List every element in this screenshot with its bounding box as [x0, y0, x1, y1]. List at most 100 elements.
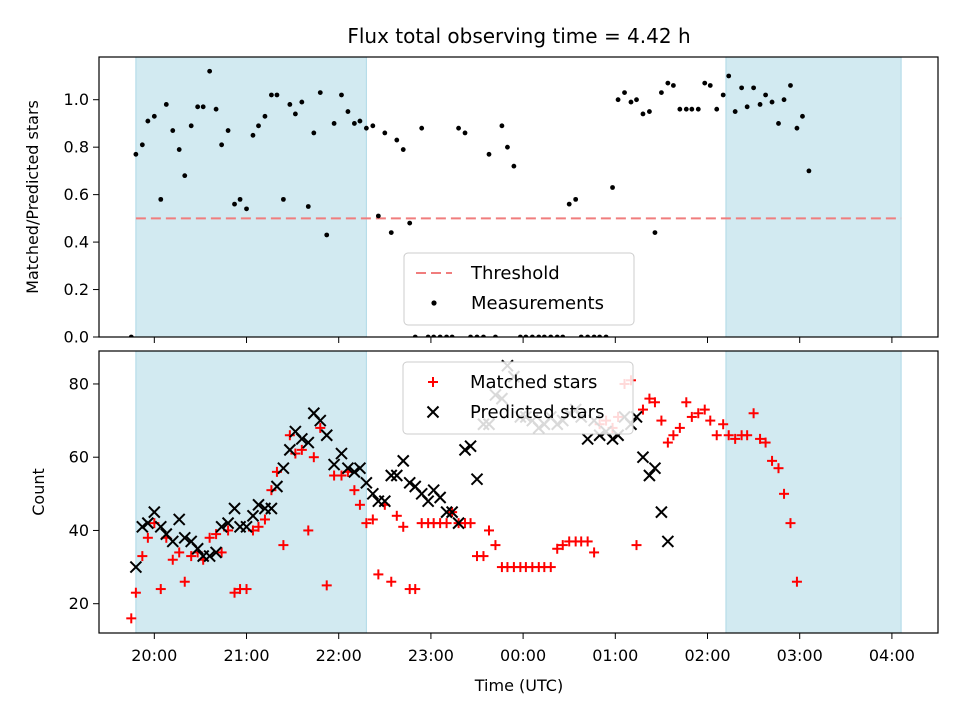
data-point	[511, 163, 517, 169]
data-point-stroke	[360, 476, 373, 490]
data-point-stroke	[252, 498, 265, 512]
data-point	[174, 547, 185, 558]
data-point-stroke	[385, 469, 398, 482]
plot-area	[128, 57, 902, 337]
data-point-stroke	[289, 425, 302, 438]
data-point	[176, 147, 182, 152]
data-point	[465, 518, 476, 529]
data-point	[130, 587, 141, 598]
data-point	[670, 83, 676, 88]
data-point	[433, 491, 447, 504]
data-point-stroke	[464, 440, 477, 453]
data-point	[714, 106, 720, 112]
data-point	[711, 430, 722, 441]
data-point	[259, 514, 270, 525]
data-point-stroke	[228, 502, 241, 515]
data-point	[188, 123, 194, 129]
data-point	[170, 128, 176, 133]
data-point	[314, 414, 327, 427]
data-point	[308, 452, 319, 463]
x-tick-label: 23:00	[408, 646, 454, 665]
data-point	[634, 97, 639, 103]
data-point-stroke	[397, 454, 410, 468]
data-point	[361, 518, 372, 529]
data-point-stroke	[427, 483, 440, 497]
data-point	[163, 102, 169, 107]
data-point	[730, 433, 741, 444]
data-point	[557, 540, 568, 551]
data-point	[360, 476, 373, 490]
data-point	[440, 505, 453, 519]
data-point	[490, 540, 501, 551]
data-point	[419, 125, 425, 131]
data-point-stroke	[445, 505, 459, 519]
data-point-stroke	[215, 520, 228, 533]
data-point-stroke	[160, 527, 173, 541]
data-point-stroke	[154, 520, 167, 533]
data-point	[262, 113, 268, 119]
data-point	[674, 422, 685, 433]
data-point	[726, 73, 732, 79]
shaded-interval	[725, 351, 902, 633]
y-tick-label: 0.8	[64, 138, 89, 157]
data-point	[133, 151, 139, 157]
data-point	[773, 463, 784, 474]
data-point	[320, 429, 333, 442]
data-point-stroke	[283, 443, 297, 457]
data-point	[505, 144, 510, 150]
legend-box	[403, 252, 635, 326]
y-tick-label: 60	[69, 448, 89, 467]
data-point-stroke	[136, 520, 149, 533]
data-point	[400, 147, 406, 152]
data-point-stroke	[581, 432, 594, 446]
data-point	[742, 430, 753, 441]
data-point	[284, 430, 295, 441]
axes-frame	[98, 56, 939, 338]
data-point-stroke	[366, 487, 380, 501]
data-point	[246, 509, 260, 523]
x-tick-label: 21:00	[223, 646, 269, 665]
data-point	[779, 488, 790, 499]
data-point	[699, 404, 710, 415]
data-point	[486, 151, 492, 157]
data-point	[686, 411, 697, 422]
x-tick-label: 00:00	[500, 646, 546, 665]
data-point	[606, 432, 619, 446]
data-point-stroke	[353, 461, 367, 475]
data-point	[302, 436, 315, 449]
data-point	[785, 518, 796, 529]
data-point	[151, 113, 157, 119]
x-tick-label: 20:00	[131, 646, 177, 665]
data-point	[283, 443, 297, 457]
data-point	[331, 121, 337, 126]
y-tick-label: 0.2	[64, 280, 89, 299]
data-point	[776, 121, 781, 126]
data-point	[788, 83, 793, 88]
legend-marker	[426, 405, 440, 419]
data-point	[148, 505, 161, 519]
data-point	[182, 173, 188, 179]
data-point	[732, 109, 738, 114]
data-point	[545, 562, 556, 573]
data-point-stroke	[209, 546, 223, 559]
data-point	[228, 502, 241, 515]
data-point	[581, 432, 594, 446]
data-point	[207, 68, 213, 74]
data-point-stroke	[314, 414, 327, 427]
data-point-stroke	[270, 480, 284, 493]
data-point	[357, 118, 363, 124]
data-point	[373, 569, 384, 580]
data-point	[336, 470, 347, 481]
data-point	[458, 443, 472, 457]
y-tick-label: 0.0	[64, 328, 89, 347]
data-point	[615, 97, 621, 103]
data-point	[499, 123, 505, 129]
data-point	[794, 125, 800, 131]
data-point	[209, 546, 223, 559]
data-point-stroke	[141, 516, 155, 530]
data-point-stroke	[415, 487, 428, 501]
data-point-stroke	[148, 505, 161, 519]
data-point-stroke	[470, 472, 484, 486]
data-point	[215, 520, 228, 533]
